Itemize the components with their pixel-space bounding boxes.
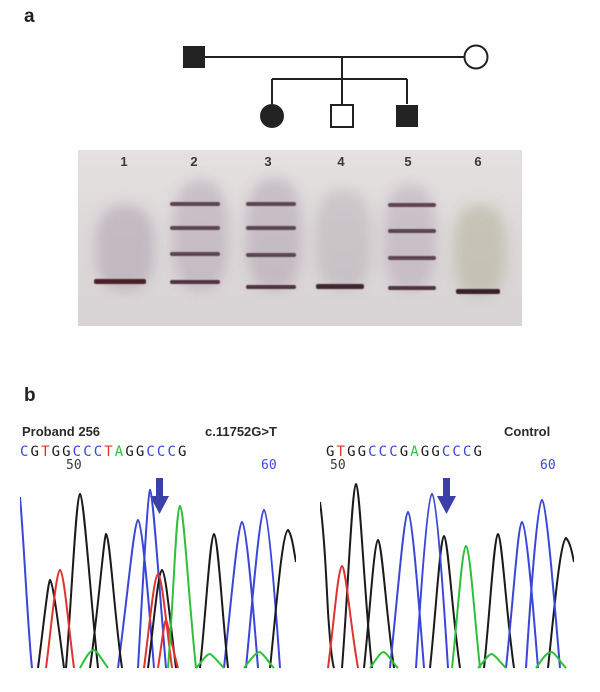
base-call: C [441, 444, 453, 460]
base-call: A [410, 444, 421, 460]
base-call: C [378, 444, 390, 460]
base-call: G [347, 444, 358, 460]
base-call: C [156, 444, 168, 460]
base-call: C [72, 444, 84, 460]
lane-number: 4 [337, 154, 345, 169]
control-title: Control [504, 424, 551, 439]
lane-number: 1 [120, 154, 128, 169]
base-call: G [326, 444, 337, 460]
base-call: G [357, 444, 369, 460]
proband-title: Proband 256 [22, 424, 101, 439]
base-call: G [135, 444, 147, 460]
position-50-right: 50 [330, 458, 346, 473]
base-call: C [368, 444, 379, 460]
base-call: G [399, 444, 411, 460]
base-call: T [41, 444, 52, 460]
lane-number: 3 [264, 154, 272, 169]
reference-arrow-icon [437, 478, 456, 514]
lane-number: 2 [190, 154, 198, 169]
proband-chromatogram [20, 488, 296, 669]
base-call: C [146, 444, 157, 460]
panel-a-label: a [24, 6, 35, 27]
lane-number: 5 [404, 154, 412, 169]
base-call: G [431, 444, 442, 460]
base-call: G [177, 444, 189, 460]
base-call: C [462, 444, 474, 460]
mutation-label: c.11752G>T [205, 424, 277, 439]
base-call: A [114, 444, 126, 460]
position-50-left: 50 [66, 458, 82, 473]
gel-image: 1 2 3 4 5 6 [78, 150, 522, 326]
base-call: C [83, 444, 94, 460]
panel-b-label: b [24, 385, 36, 406]
base-call: C [93, 444, 105, 460]
lane-number: 6 [474, 154, 482, 169]
affected-son-symbol [396, 105, 418, 127]
base-call: C [20, 444, 31, 460]
position-60-left: 60 [261, 458, 277, 473]
base-call: T [336, 444, 348, 460]
control-chromatogram [320, 482, 574, 669]
base-call: T [104, 444, 115, 460]
pedigree [183, 44, 489, 128]
affected-daughter-symbol [260, 104, 284, 128]
base-call: G [62, 444, 73, 460]
unaffected-son-symbol [330, 104, 354, 128]
base-call: C [167, 444, 178, 460]
base-call: G [420, 444, 432, 460]
unaffected-mother-symbol [463, 44, 489, 70]
base-call: G [30, 444, 42, 460]
mutation-arrow-icon [150, 478, 169, 514]
base-call: G [125, 444, 136, 460]
base-call: C [452, 444, 463, 460]
position-60-right: 60 [540, 458, 556, 473]
proband-sequence: CGTGGCCCTAGGCCCG [20, 444, 189, 460]
base-call: G [51, 444, 63, 460]
control-sequence: GTGGCCCGAGGCCCG [326, 444, 484, 460]
base-call: C [389, 444, 400, 460]
base-call: G [473, 444, 484, 460]
affected-father-symbol [183, 46, 205, 68]
